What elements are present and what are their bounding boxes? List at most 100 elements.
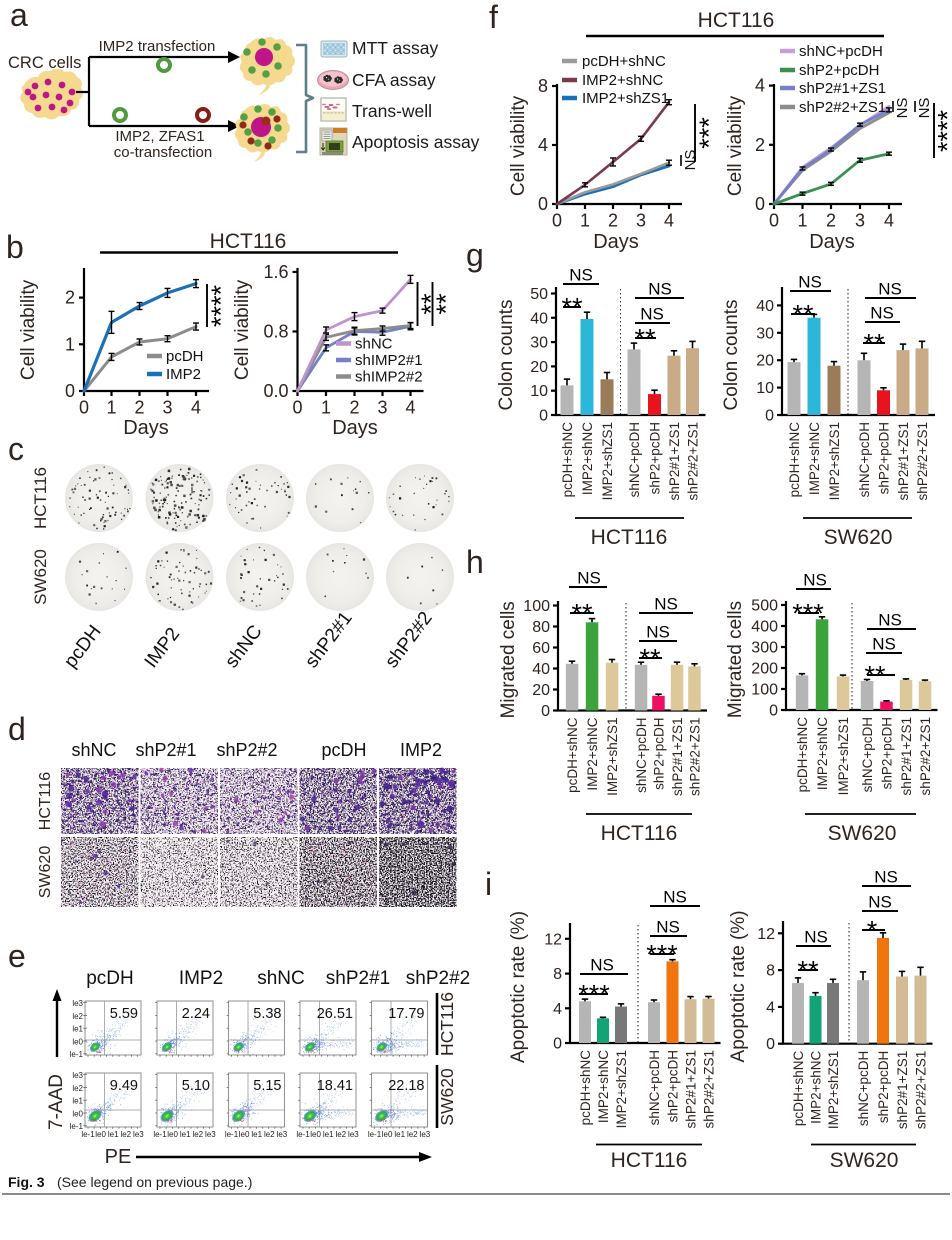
svg-text:shP2#2+ZS1: shP2#2+ZS1 — [687, 718, 702, 796]
svg-text:IMP2+shZS1: IMP2+shZS1 — [600, 422, 615, 500]
svg-text:NS: NS — [640, 305, 664, 324]
svg-text:*: * — [867, 915, 878, 945]
svg-text:HCT116: HCT116 — [437, 992, 457, 1056]
svg-text:1: 1 — [65, 334, 75, 354]
svg-text:shP2#2: shP2#2 — [406, 968, 470, 989]
svg-text:NS: NS — [663, 888, 687, 907]
svg-text:shP2#2+ZS1: shP2#2+ZS1 — [799, 99, 886, 116]
svg-text:shP2#1: shP2#1 — [135, 740, 196, 760]
svg-text:shP2+pcDH: shP2+pcDH — [879, 717, 894, 789]
svg-text:le2: le2 — [192, 1130, 203, 1139]
svg-text:shNC: shNC — [257, 968, 305, 989]
svg-text:80: 80 — [532, 619, 550, 636]
svg-text:0.0: 0.0 — [263, 381, 288, 401]
svg-text:pcDH+shNC: pcDH+shNC — [582, 53, 666, 70]
svg-text:le0: le0 — [95, 1130, 106, 1139]
svg-text:IMP2+shZS1: IMP2+shZS1 — [826, 1051, 841, 1129]
svg-text:IMP2+shNC: IMP2+shNC — [582, 72, 663, 89]
svg-text:2: 2 — [134, 398, 144, 418]
svg-text:30: 30 — [756, 325, 774, 342]
svg-text:pcDH+shNC: pcDH+shNC — [565, 717, 580, 793]
svg-text:18.41: 18.41 — [317, 1078, 353, 1094]
svg-text:0: 0 — [766, 1036, 775, 1053]
svg-text:le-1: le-1 — [81, 1130, 95, 1139]
svg-text:pcDH+shNC: pcDH+shNC — [578, 1050, 593, 1126]
svg-text:shP2#2+ZS1: shP2#2+ZS1 — [918, 717, 933, 795]
svg-text:shP2#1+ZS1: shP2#1+ZS1 — [899, 717, 914, 795]
svg-text:NS: NS — [804, 928, 828, 947]
svg-text:IMP2+shNC: IMP2+shNC — [580, 422, 595, 495]
svg-text:Days: Days — [123, 417, 169, 439]
svg-text:shNC+pcDH: shNC+pcDH — [634, 718, 649, 793]
svg-text:0: 0 — [79, 398, 89, 418]
svg-text:40: 40 — [532, 661, 550, 678]
svg-text:***: *** — [578, 979, 610, 1009]
svg-text:4: 4 — [538, 135, 548, 155]
svg-text:le2: le2 — [335, 1130, 346, 1139]
svg-text:CRC cells: CRC cells — [8, 54, 81, 72]
svg-text:le1: le1 — [180, 1130, 191, 1139]
svg-text:shP2+pcDH: shP2+pcDH — [799, 62, 879, 79]
svg-text:NS: NS — [872, 635, 896, 654]
svg-text:***: *** — [694, 117, 724, 149]
svg-text:IMP2+shZS1: IMP2+shZS1 — [827, 422, 842, 500]
svg-text:**: ** — [797, 955, 819, 985]
svg-text:shNC+pcDH: shNC+pcDH — [856, 1051, 871, 1126]
svg-text:Cell viability: Cell viability — [232, 279, 253, 380]
svg-text:**: ** — [863, 328, 885, 358]
svg-text:Cell viability: Cell viability — [725, 95, 746, 196]
svg-text:shNC+pcDH: shNC+pcDH — [799, 43, 883, 60]
svg-text:3: 3 — [855, 211, 865, 231]
svg-text:8: 8 — [553, 966, 562, 983]
svg-text:le2: le2 — [72, 1012, 83, 1021]
svg-text:Apoptotic rate (%): Apoptotic rate (%) — [508, 911, 529, 1063]
svg-text:100: 100 — [523, 598, 550, 615]
svg-text:**: ** — [864, 660, 886, 690]
svg-text:le0: le0 — [239, 1130, 250, 1139]
svg-text:le0: le0 — [72, 1109, 83, 1118]
svg-text:shP2#1+ZS1: shP2#1+ZS1 — [896, 422, 911, 500]
svg-text:4: 4 — [191, 398, 201, 418]
svg-text:SW620: SW620 — [828, 822, 897, 845]
svg-text:NS: NS — [803, 571, 827, 590]
svg-text:4: 4 — [884, 211, 894, 231]
svg-text:2: 2 — [608, 211, 618, 231]
svg-text:0: 0 — [65, 381, 75, 401]
svg-text:2: 2 — [826, 211, 836, 231]
svg-text:0: 0 — [538, 194, 548, 214]
svg-text:IMP2+shZS1: IMP2+shZS1 — [614, 1050, 629, 1128]
svg-text:HCT116: HCT116 — [210, 230, 287, 253]
svg-text:HCT116: HCT116 — [611, 1149, 688, 1172]
svg-text:Days: Days — [809, 231, 855, 253]
svg-text:IMP2+shZS1: IMP2+shZS1 — [836, 717, 851, 795]
svg-text:le1: le1 — [394, 1130, 405, 1139]
svg-text:shP2+pcDH: shP2+pcDH — [647, 422, 662, 494]
svg-text:le0: le0 — [310, 1130, 321, 1139]
svg-text:HCT116: HCT116 — [37, 772, 54, 830]
svg-text:1: 1 — [321, 398, 331, 418]
svg-text:Colon counts: Colon counts — [496, 300, 517, 411]
svg-text:NS: NS — [916, 98, 933, 119]
svg-text:5.59: 5.59 — [110, 1006, 138, 1022]
svg-text:Days: Days — [593, 231, 639, 253]
svg-text:200: 200 — [751, 661, 778, 678]
svg-text:Cell viability: Cell viability — [508, 95, 529, 196]
svg-text:20: 20 — [532, 682, 550, 699]
svg-text:Colon counts: Colon counts — [721, 300, 742, 411]
svg-text:shNC+pcDH: shNC+pcDH — [857, 422, 872, 497]
svg-text:8: 8 — [538, 76, 548, 96]
svg-text:le2: le2 — [120, 1130, 131, 1139]
svg-text:shP2#1+ZS1: shP2#1+ZS1 — [670, 718, 685, 796]
svg-text:shP2+pcDH: shP2+pcDH — [876, 422, 891, 494]
svg-text:NS: NS — [878, 611, 902, 630]
svg-text:4: 4 — [664, 211, 674, 231]
svg-text:2.24: 2.24 — [182, 1006, 210, 1022]
svg-text:Migrated cells: Migrated cells — [725, 601, 746, 718]
svg-text:Fig. 3: Fig. 3 — [8, 1174, 45, 1190]
svg-text:0: 0 — [292, 398, 302, 418]
svg-text:SW620: SW620 — [31, 549, 50, 605]
svg-text:0: 0 — [541, 703, 550, 720]
svg-text:1: 1 — [580, 211, 590, 231]
svg-text:3: 3 — [162, 398, 172, 418]
svg-text:SW620: SW620 — [437, 1068, 457, 1126]
